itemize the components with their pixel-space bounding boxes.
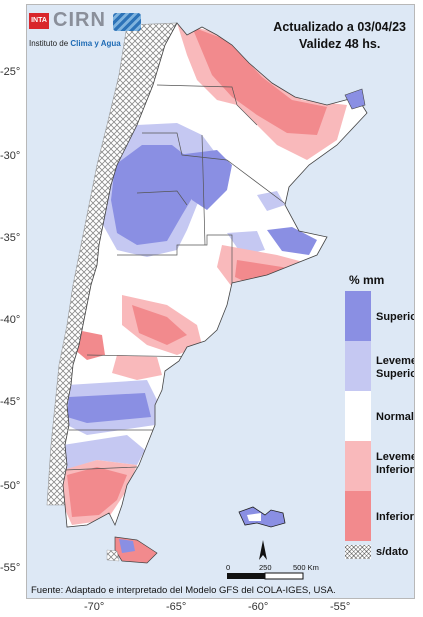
lat-label: -30° <box>0 150 21 162</box>
legend-label-lev-inferior: Levemente Inferior <box>376 451 414 476</box>
lat-label: -55° <box>0 562 21 574</box>
precipitation-anomaly-map <box>46 22 368 580</box>
north-arrow-icon <box>259 540 267 560</box>
map-header: Actualizado a 03/04/23 Validez 48 hs. <box>273 19 406 53</box>
map-frame: INTA CIRN Instituto de Clima y Agua Actu… <box>26 4 415 599</box>
lat-label: -40° <box>0 314 21 326</box>
inta-logo: INTA <box>29 13 49 29</box>
scale-label-0: 0 <box>226 563 231 572</box>
legend-swatch-inferior <box>345 491 371 541</box>
lon-label: -60° <box>248 601 269 613</box>
malvinas-islands <box>238 506 286 528</box>
legend-swatch-normal <box>345 391 371 441</box>
lat-label: -50° <box>0 480 21 492</box>
legend-label-inferior: Inferior <box>376 511 414 523</box>
lon-label: -55° <box>330 601 351 613</box>
cirn-wordmark: CIRN <box>53 9 106 31</box>
scale-label-500: 500 Km <box>293 563 319 572</box>
cirn-logo: INTA CIRN Instituto de Clima y Agua <box>29 9 147 55</box>
legend-swatch-lev-superior <box>345 341 371 391</box>
legend-swatch-superior <box>345 291 371 341</box>
misiones-area <box>344 88 366 110</box>
lat-label: -25° <box>0 66 21 78</box>
lon-label: -65° <box>166 601 187 613</box>
lon-label: -70° <box>84 601 105 613</box>
legend-swatch-nodata <box>345 545 371 559</box>
logo-subtitle: Instituto de Clima y Agua <box>29 39 121 48</box>
source-caption: Fuente: Adaptado e interpretado del Mode… <box>31 585 336 596</box>
legend-label-normal: Normal <box>376 411 414 423</box>
legend-label-superior: Superior <box>376 311 414 323</box>
lat-label: -45° <box>0 396 21 408</box>
scale-bar <box>227 572 304 580</box>
lat-label: -35° <box>0 232 21 244</box>
validity: Validez 48 hs. <box>299 37 381 51</box>
legend-swatch-lev-inferior <box>345 441 371 491</box>
legend-title: % mm <box>349 273 385 287</box>
water-waves-icon <box>113 13 141 31</box>
legend: % mm Superior Levemente Superior Normal … <box>339 267 414 567</box>
updated-date: Actualizado a 03/04/23 <box>273 20 406 34</box>
scale-label-250: 250 <box>259 563 272 572</box>
legend-label-nodata: s/dato <box>376 546 409 558</box>
legend-label-lev-superior: Levemente Superior <box>376 355 414 380</box>
